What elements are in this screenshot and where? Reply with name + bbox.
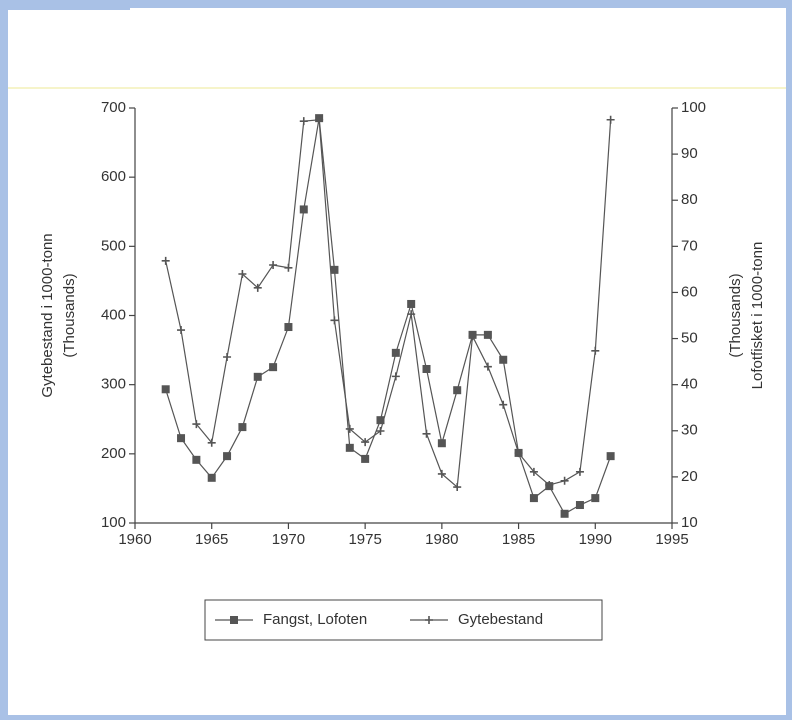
y2-tick-label: 50 [681, 330, 698, 347]
x-tick-label: 1965 [195, 531, 228, 548]
x-tick-label: 1990 [579, 531, 612, 548]
marker-square [161, 385, 170, 394]
marker-plus [468, 332, 477, 341]
marker-plus [330, 316, 339, 325]
marker-square [453, 386, 462, 395]
y-tick-label: 400 [101, 306, 126, 323]
marker-plus [253, 283, 262, 292]
marker-square [407, 299, 416, 308]
marker-plus [315, 115, 324, 124]
marker-plus [575, 467, 584, 476]
marker-square [422, 364, 431, 373]
marker-plus [483, 362, 492, 371]
marker-square [361, 454, 370, 463]
y-tick-label: 200 [101, 445, 126, 462]
marker-plus [422, 429, 431, 438]
marker-square [238, 423, 247, 432]
y2-tick-label: 60 [681, 283, 698, 300]
marker-square [345, 443, 354, 452]
marker-plus [606, 115, 615, 124]
y2-axis-label: Lofotfisket i 1000-tonn [749, 242, 766, 390]
marker-plus [391, 372, 400, 381]
marker-square [230, 616, 238, 624]
marker-plus [376, 427, 385, 436]
marker-plus [529, 467, 538, 476]
y-tick-label: 700 [101, 99, 126, 116]
marker-plus [223, 353, 232, 361]
marker-square [560, 509, 569, 518]
y2-tick-label: 100 [681, 99, 706, 116]
y-tick-label: 600 [101, 168, 126, 185]
y-axis-label: (Thousands) [61, 273, 78, 357]
marker-plus [177, 326, 186, 335]
marker-square [606, 452, 615, 461]
y2-tick-label: 80 [681, 191, 698, 208]
scan-edge [0, 0, 130, 10]
marker-plus [161, 256, 170, 265]
legend-label: Gytebestand [458, 611, 543, 628]
y2-tick-label: 70 [681, 237, 698, 254]
x-tick-label: 1980 [425, 531, 458, 548]
marker-plus [453, 483, 462, 492]
marker-plus [299, 117, 308, 126]
marker-square [207, 473, 216, 482]
marker-plus [591, 346, 600, 355]
marker-square [253, 372, 262, 381]
y-axis-label: Gytebestand i 1000-tonn [39, 233, 56, 397]
marker-square [269, 363, 278, 372]
marker-square [284, 323, 293, 332]
marker-square [192, 455, 201, 464]
marker-square [499, 355, 508, 364]
marker-square [391, 348, 400, 357]
x-tick-label: 1960 [118, 531, 151, 548]
y2-tick-label: 10 [681, 514, 698, 531]
marker-plus [284, 263, 293, 272]
marker-plus [425, 616, 433, 624]
marker-plus [499, 400, 508, 409]
y2-tick-label: 20 [681, 468, 698, 485]
marker-plus [269, 261, 278, 270]
y2-tick-label: 90 [681, 145, 698, 162]
marker-plus [407, 310, 416, 319]
marker-plus [207, 438, 216, 447]
marker-square [223, 452, 232, 461]
marker-plus [192, 420, 201, 429]
marker-plus [437, 469, 446, 478]
y2-tick-label: 40 [681, 376, 698, 393]
marker-square [376, 416, 385, 425]
marker-plus [514, 449, 523, 458]
marker-plus [361, 438, 370, 447]
marker-plus [238, 270, 247, 278]
marker-square [575, 501, 584, 510]
marker-plus [545, 480, 554, 489]
y-tick-label: 300 [101, 376, 126, 393]
x-tick-label: 1985 [502, 531, 535, 548]
legend-label: Fangst, Lofoten [263, 611, 367, 628]
marker-plus [345, 424, 354, 433]
series-line [165, 119, 612, 489]
x-tick-label: 1975 [348, 531, 381, 548]
page-sheet [8, 8, 786, 715]
y2-tick-label: 30 [681, 422, 698, 439]
x-tick-label: 1970 [272, 531, 305, 548]
y-tick-label: 500 [101, 237, 126, 254]
marker-square [591, 494, 600, 503]
marker-square [330, 265, 339, 274]
y-tick-label: 100 [101, 514, 126, 531]
marker-square [529, 494, 538, 503]
y2-axis-label: (Thousands) [727, 273, 744, 357]
marker-square [483, 330, 492, 339]
marker-plus [560, 476, 569, 485]
marker-square [177, 434, 186, 443]
marker-square [437, 439, 446, 448]
legend-box [204, 599, 603, 641]
x-tick-label: 1995 [655, 531, 688, 548]
marker-square [299, 205, 308, 214]
